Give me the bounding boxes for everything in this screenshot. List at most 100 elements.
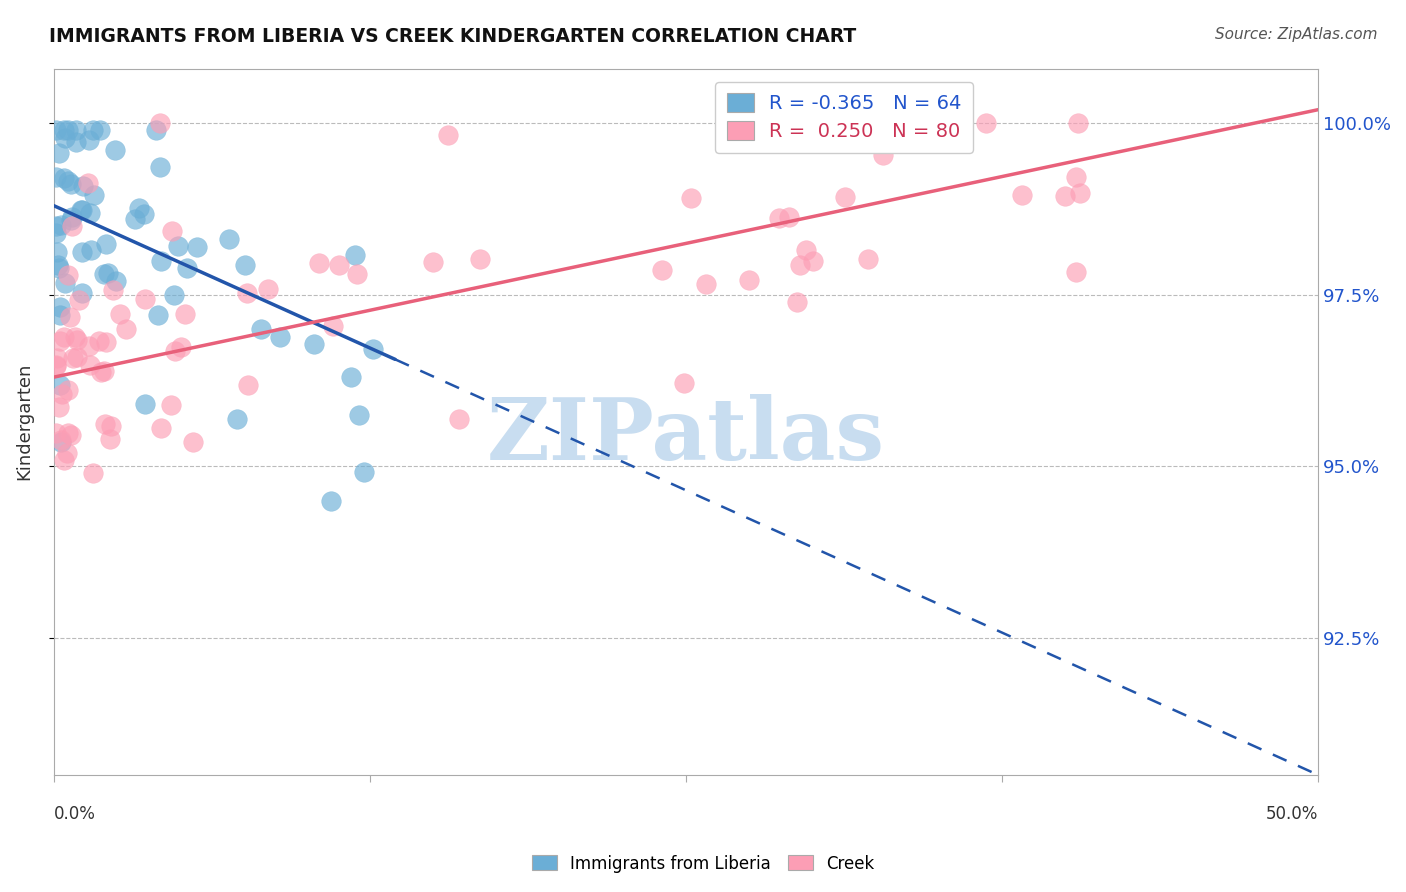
Point <box>105 274 128 288</box>
Point <box>82 123 104 137</box>
Text: ZIPatlas: ZIPatlas <box>486 394 884 478</box>
Point <box>353 465 375 479</box>
Point <box>160 224 183 238</box>
Point <box>1053 188 1076 202</box>
Point <box>470 252 492 267</box>
Point <box>51 433 73 447</box>
Point <box>789 258 811 272</box>
Point <box>1069 186 1091 201</box>
Point <box>150 421 173 435</box>
Point <box>160 398 183 412</box>
Point <box>70 245 93 260</box>
Point <box>778 211 800 225</box>
Point <box>48 258 70 272</box>
Point <box>70 203 93 218</box>
Point <box>134 397 156 411</box>
Point <box>932 116 955 130</box>
Point <box>45 358 67 372</box>
Point <box>238 378 260 392</box>
Point <box>93 268 115 282</box>
Point <box>249 322 271 336</box>
Point <box>738 273 761 287</box>
Point <box>49 435 72 450</box>
Point <box>53 453 76 467</box>
Point <box>269 330 291 344</box>
Y-axis label: Kindergarten: Kindergarten <box>15 363 32 481</box>
Point <box>49 308 72 322</box>
Point <box>1064 170 1087 185</box>
Point <box>856 252 879 267</box>
Point <box>422 255 444 269</box>
Point <box>65 135 87 149</box>
Point <box>768 211 790 226</box>
Point <box>63 330 86 344</box>
Point <box>65 123 87 137</box>
Point <box>218 232 240 246</box>
Point <box>150 253 173 268</box>
Point <box>163 287 186 301</box>
Point <box>108 307 131 321</box>
Point <box>56 383 79 397</box>
Point <box>1066 116 1088 130</box>
Point <box>52 329 75 343</box>
Point <box>115 322 138 336</box>
Point <box>70 203 93 218</box>
Point <box>59 212 82 227</box>
Point <box>56 425 79 440</box>
Point <box>82 466 104 480</box>
Point <box>56 123 79 137</box>
Point <box>322 318 344 333</box>
Point <box>66 351 89 365</box>
Point <box>79 206 101 220</box>
Point <box>49 219 72 233</box>
Point <box>56 174 79 188</box>
Point <box>681 191 703 205</box>
Point <box>48 146 70 161</box>
Point <box>346 267 368 281</box>
Point <box>449 412 471 426</box>
Point <box>257 282 280 296</box>
Point <box>974 116 997 130</box>
Point <box>308 255 330 269</box>
Point <box>186 240 208 254</box>
Text: IMMIGRANTS FROM LIBERIA VS CREEK KINDERGARTEN CORRELATION CHART: IMMIGRANTS FROM LIBERIA VS CREEK KINDERG… <box>49 27 856 45</box>
Point <box>45 123 67 137</box>
Point <box>80 243 103 257</box>
Point <box>183 435 205 450</box>
Point <box>146 308 169 322</box>
Point <box>77 133 100 147</box>
Point <box>149 116 172 130</box>
Point <box>319 494 342 508</box>
Point <box>45 351 67 365</box>
Point <box>60 219 83 234</box>
Point <box>124 212 146 227</box>
Point <box>60 210 83 224</box>
Point <box>72 179 94 194</box>
Point <box>66 333 89 347</box>
Point <box>48 378 70 392</box>
Point <box>97 266 120 280</box>
Point <box>59 310 82 324</box>
Point <box>176 261 198 276</box>
Point <box>834 190 856 204</box>
Point <box>801 254 824 268</box>
Point <box>233 258 256 272</box>
Point <box>46 244 69 259</box>
Point <box>226 411 249 425</box>
Point <box>79 359 101 373</box>
Point <box>96 334 118 349</box>
Point <box>103 283 125 297</box>
Point <box>90 365 112 379</box>
Text: 50.0%: 50.0% <box>1265 805 1319 823</box>
Point <box>87 334 110 348</box>
Point <box>163 343 186 358</box>
Point <box>347 408 370 422</box>
Point <box>104 143 127 157</box>
Point <box>45 227 67 241</box>
Point <box>236 285 259 300</box>
Point <box>77 339 100 353</box>
Point <box>89 123 111 137</box>
Point <box>672 376 695 390</box>
Point <box>796 244 818 258</box>
Legend: R = -0.365   N = 64, R =  0.250   N = 80: R = -0.365 N = 64, R = 0.250 N = 80 <box>714 82 973 153</box>
